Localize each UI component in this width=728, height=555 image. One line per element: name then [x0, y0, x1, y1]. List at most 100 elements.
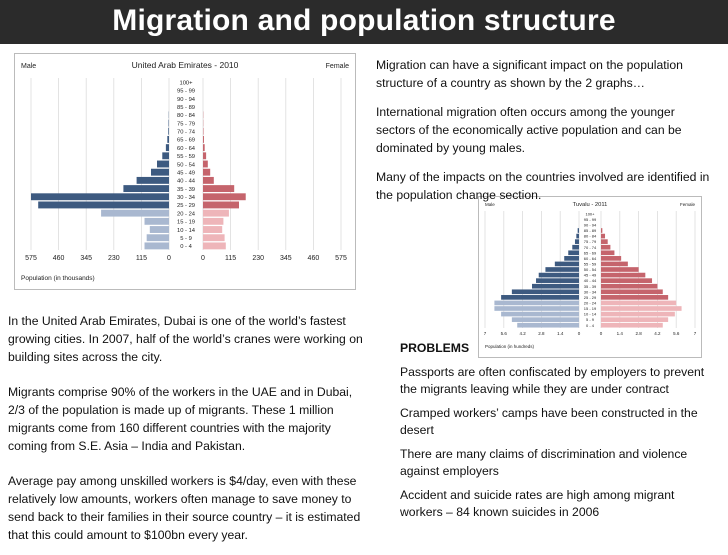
tuvalu-female-bar — [601, 239, 608, 244]
uae-tick-label: 575 — [335, 255, 347, 262]
uae-male-bar — [166, 144, 169, 151]
uae-male-bar — [145, 242, 169, 249]
uae-female-label: Female — [326, 63, 349, 70]
uae-female-bar — [203, 169, 210, 176]
intro-paragraph-2: International migration often occurs amo… — [376, 103, 714, 157]
tuvalu-female-bar — [601, 234, 605, 239]
uae-pyramid-chart: United Arab Emirates - 2010 Male Female 575… — [14, 53, 356, 290]
tuvalu-tick-label: 0 — [600, 331, 603, 336]
tuvalu-female-bar — [601, 256, 621, 261]
uae-age-label: 30 - 34 — [177, 195, 196, 201]
uae-male-bar — [162, 152, 169, 159]
intro-text: Migration can have a significant impact … — [376, 56, 714, 215]
tuvalu-male-bar — [517, 323, 579, 328]
uae-age-label: 95 - 99 — [177, 89, 195, 95]
tuvalu-male-bar — [512, 317, 579, 322]
uae-male-bar — [123, 185, 169, 192]
tuvalu-age-label: 15 - 19 — [584, 306, 597, 311]
tuvalu-female-bar — [601, 312, 675, 317]
uae-male-bar — [137, 177, 169, 184]
tuvalu-age-label: 10 - 14 — [584, 312, 597, 317]
uae-male-bar — [145, 218, 169, 225]
tuvalu-male-bar — [501, 312, 579, 317]
uae-male-bar — [147, 234, 169, 241]
uae-x-axis-label: Population (in thousands) — [21, 275, 95, 282]
uae-paragraph-1: In the United Arab Emirates, Dubai is on… — [8, 312, 368, 366]
intro-paragraph-3: Many of the impacts on the countries inv… — [376, 168, 714, 204]
uae-female-bar — [203, 210, 229, 217]
uae-age-label: 65 - 69 — [177, 138, 195, 144]
tuvalu-age-label: 30 - 34 — [584, 289, 597, 294]
uae-male-label: Male — [21, 63, 36, 70]
tuvalu-female-bar — [601, 295, 668, 300]
uae-age-label: 45 - 49 — [177, 170, 195, 176]
tuvalu-female-bar — [601, 273, 645, 278]
tuvalu-age-label: 60 - 64 — [584, 256, 597, 261]
tuvalu-male-bar — [494, 306, 579, 311]
tuvalu-age-label: 35 - 39 — [584, 284, 597, 289]
tuvalu-age-label: 85 - 89 — [584, 228, 597, 233]
tuvalu-female-bar — [601, 284, 657, 289]
uae-age-label: 85 - 89 — [177, 105, 195, 111]
uae-age-label: 0 - 4 — [180, 244, 192, 250]
slide-title: Migration and population structure — [0, 4, 728, 38]
uae-male-bar — [157, 161, 169, 168]
uae-age-label: 35 - 39 — [177, 187, 195, 193]
tuvalu-male-bar — [572, 245, 579, 250]
tuvalu-tick-label: 1.4 — [617, 331, 624, 336]
uae-tick-label: 230 — [252, 255, 264, 262]
tuvalu-age-label: 50 - 54 — [584, 267, 597, 272]
uae-age-label: 75 - 79 — [177, 121, 195, 127]
tuvalu-age-label: 90 - 94 — [584, 222, 597, 227]
tuvalu-male-bar — [564, 256, 579, 261]
uae-age-label: 25 - 29 — [177, 203, 195, 209]
uae-text: In the United Arab Emirates, Dubai is on… — [8, 312, 368, 555]
tuvalu-tick-label: 7 — [484, 331, 487, 336]
tuvalu-female-bar — [601, 228, 602, 233]
tuvalu-female-bar — [601, 289, 663, 294]
uae-female-bar — [203, 177, 214, 184]
tuvalu-tick-label: 7 — [694, 331, 697, 336]
tuvalu-male-bar — [545, 267, 579, 272]
tuvalu-age-label: 70 - 74 — [584, 245, 597, 250]
uae-paragraph-3: Average pay among unskilled workers is $… — [8, 472, 368, 544]
tuvalu-age-label: 45 - 49 — [584, 273, 597, 278]
problems-section: PROBLEMS Passports are often confiscated… — [400, 340, 718, 522]
uae-tick-label: 230 — [108, 255, 120, 262]
uae-tick-label: 345 — [80, 255, 92, 262]
uae-age-label: 5 - 9 — [180, 236, 192, 242]
uae-tick-label: 460 — [308, 255, 320, 262]
tuvalu-female-bar — [601, 278, 652, 283]
uae-male-bar — [150, 226, 169, 233]
uae-male-bar — [167, 136, 169, 143]
uae-age-label: 55 - 59 — [177, 154, 195, 160]
uae-tick-label: 115 — [225, 255, 236, 262]
tuvalu-male-bar — [512, 289, 579, 294]
tuvalu-age-label: 80 - 84 — [584, 234, 597, 239]
uae-age-label: 60 - 64 — [177, 146, 196, 152]
uae-female-bar — [203, 202, 239, 209]
problem-item-3: There are many claims of discrimination … — [400, 446, 718, 481]
tuvalu-female-bar — [601, 245, 610, 250]
tuvalu-female-bar — [601, 250, 614, 255]
uae-male-bar — [168, 128, 169, 135]
uae-female-bar — [203, 234, 225, 241]
tuvalu-age-label: 55 - 59 — [584, 261, 597, 266]
uae-age-label: 80 - 84 — [177, 113, 196, 119]
tuvalu-tick-label: 2.8 — [635, 331, 642, 336]
uae-pyramid-svg: United Arab Emirates - 2010 Male Female 575… — [15, 54, 355, 289]
problems-heading: PROBLEMS — [400, 340, 718, 358]
tuvalu-male-bar — [575, 239, 579, 244]
uae-tick-label: 0 — [167, 255, 171, 262]
tuvalu-male-bar — [494, 301, 579, 306]
tuvalu-tick-label: 2.8 — [538, 331, 545, 336]
tuvalu-age-label: 75 - 79 — [584, 239, 597, 244]
tuvalu-age-label: 25 - 29 — [584, 295, 597, 300]
uae-age-label: 100+ — [179, 80, 193, 86]
uae-tick-label: 345 — [280, 255, 292, 262]
uae-female-bar — [203, 242, 226, 249]
uae-female-bar — [203, 144, 205, 151]
tuvalu-male-bar — [568, 250, 579, 255]
uae-chart-title: United Arab Emirates - 2010 — [132, 60, 239, 70]
